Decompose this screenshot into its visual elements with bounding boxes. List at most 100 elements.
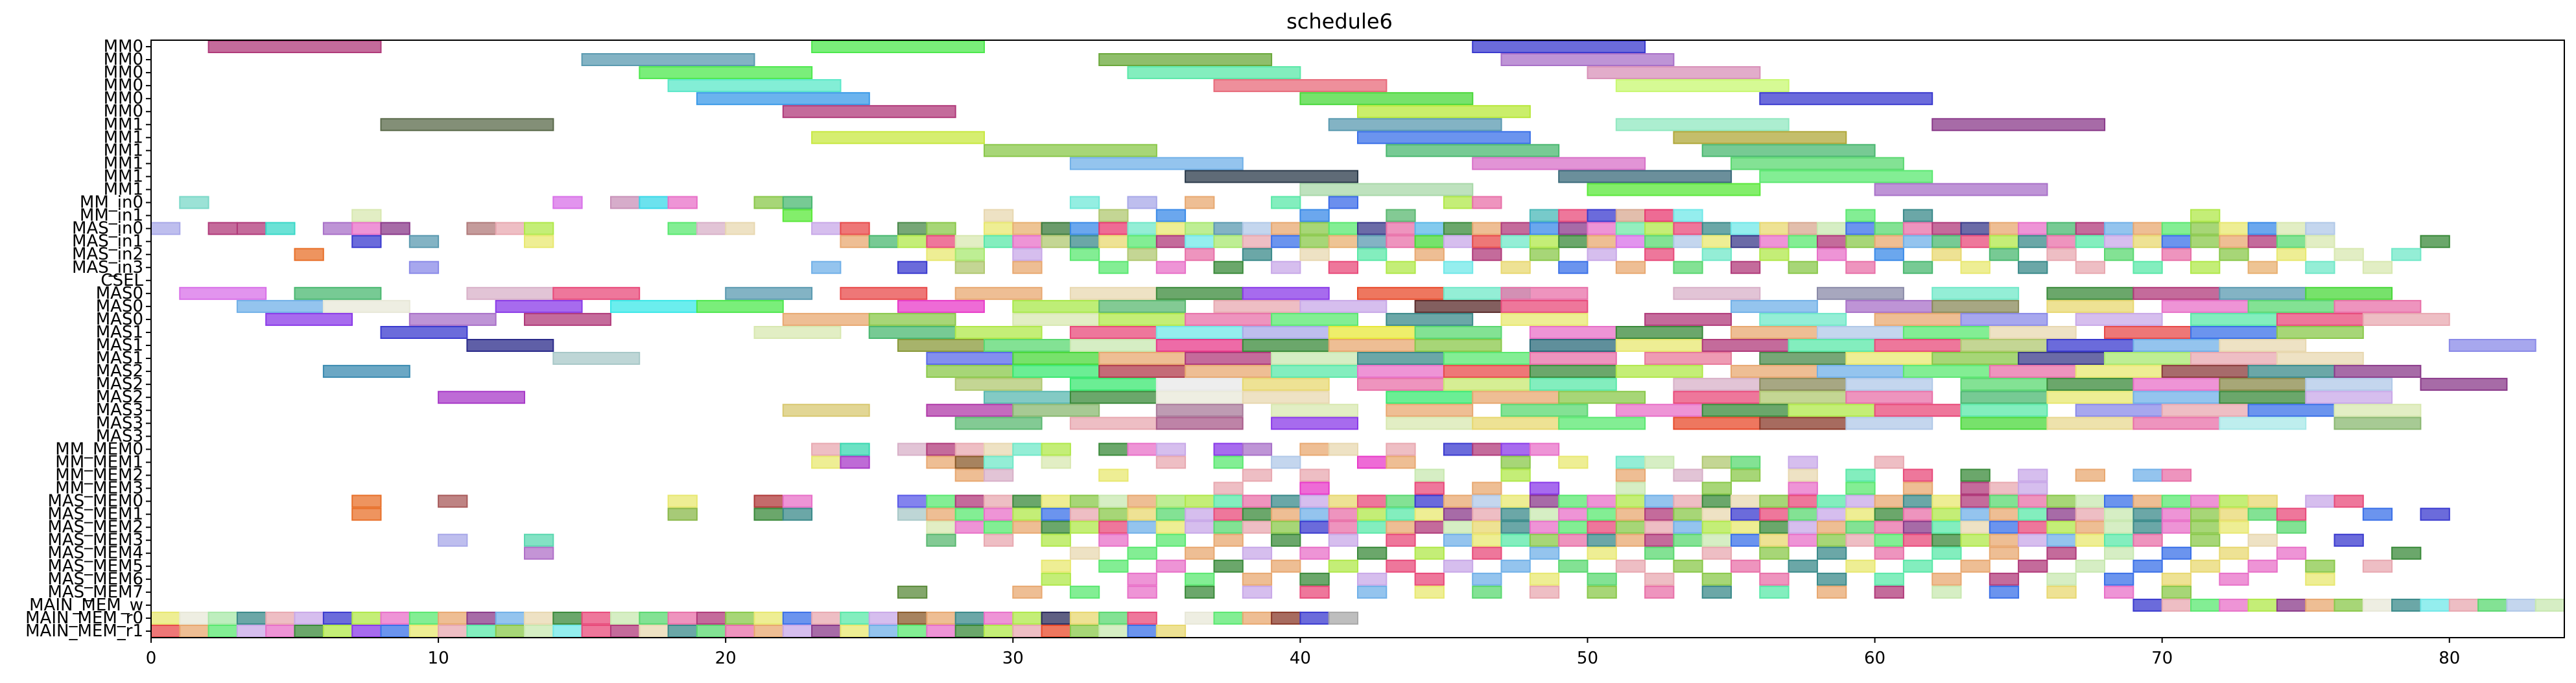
task-bar xyxy=(1012,248,1043,261)
task-bar xyxy=(1817,286,1904,300)
task-bar xyxy=(1328,326,1416,339)
task-bar xyxy=(1529,209,1560,222)
task-bar xyxy=(1874,456,1904,469)
task-bar xyxy=(1701,494,1732,508)
task-bar xyxy=(1932,352,2020,365)
task-bar xyxy=(1874,507,1904,521)
task-bar xyxy=(1041,235,1071,248)
task-bar xyxy=(1155,520,1187,534)
task-bar xyxy=(1845,222,1876,235)
task-bar xyxy=(1500,299,1589,313)
task-bar xyxy=(2247,235,2278,248)
task-bar xyxy=(984,611,1014,625)
task-bar xyxy=(1041,520,1071,534)
task-bar xyxy=(1242,520,1273,534)
task-bar xyxy=(2276,312,2364,326)
task-bar xyxy=(1328,222,1358,235)
task-bar xyxy=(2075,404,2163,417)
task-bar xyxy=(524,533,554,547)
task-bar xyxy=(1012,299,1100,313)
task-bar xyxy=(1213,481,1244,495)
task-bar xyxy=(1213,235,1244,248)
task-bar xyxy=(1615,520,1646,534)
task-bar xyxy=(2190,533,2221,547)
task-bar xyxy=(1012,312,1100,326)
task-bar xyxy=(1299,520,1330,534)
task-bar xyxy=(2075,222,2105,235)
task-bar xyxy=(782,105,956,119)
y-tick-label: MM_MEM2 xyxy=(55,465,143,485)
task-bar xyxy=(1242,391,1330,404)
task-bar xyxy=(1932,572,1962,586)
task-bar xyxy=(2276,507,2307,521)
task-bar xyxy=(1271,352,1358,365)
task-bar xyxy=(2018,533,2048,547)
task-bar xyxy=(2190,520,2221,534)
task-bar xyxy=(322,299,410,313)
task-bar xyxy=(610,196,641,209)
task-bar xyxy=(840,235,870,248)
task-bar xyxy=(1271,196,1301,209)
task-bar xyxy=(1874,183,2048,196)
task-bar xyxy=(1242,546,1273,560)
task-bar xyxy=(1845,469,1876,482)
task-bar xyxy=(1960,391,2048,404)
task-bar xyxy=(2276,546,2307,560)
task-bar xyxy=(1644,572,1675,586)
task-bar xyxy=(1989,481,2020,495)
task-bar xyxy=(1788,222,1818,235)
task-bar xyxy=(1558,417,1646,430)
task-bar xyxy=(2046,248,2077,261)
task-bar xyxy=(1731,520,1761,534)
task-bar xyxy=(1472,520,1502,534)
task-bar xyxy=(1845,520,1876,534)
task-bar xyxy=(1386,209,1416,222)
task-bar xyxy=(1069,196,1100,209)
task-bar xyxy=(1098,611,1129,625)
y-tick-label: MAS2 xyxy=(96,362,143,381)
task-bar xyxy=(1155,507,1187,521)
task-bar xyxy=(265,222,296,235)
task-bar xyxy=(2219,222,2249,235)
task-bar xyxy=(1386,507,1416,521)
task-bar xyxy=(1443,196,1474,209)
task-bar xyxy=(1127,66,1301,80)
task-bar xyxy=(1069,611,1100,625)
task-bar xyxy=(1012,520,1043,534)
task-bar xyxy=(1472,585,1502,599)
task-bar xyxy=(1500,312,1589,326)
task-bar xyxy=(1357,378,1445,391)
task-bar xyxy=(1357,131,1531,145)
task-bar xyxy=(753,611,784,625)
task-bar xyxy=(1615,222,1646,235)
task-bar xyxy=(179,286,267,300)
task-bar xyxy=(1185,507,1215,521)
task-bar xyxy=(1845,533,1876,547)
task-bar xyxy=(1902,235,1933,248)
task-bar xyxy=(1443,222,1474,235)
task-bar xyxy=(1932,507,1962,521)
task-bar xyxy=(1788,494,1818,508)
task-bar xyxy=(926,507,956,521)
task-bar xyxy=(2391,248,2422,261)
task-bar xyxy=(1845,235,1876,248)
task-bar xyxy=(1242,443,1273,456)
task-bar xyxy=(1701,144,1876,157)
task-bar xyxy=(984,507,1014,521)
y-tick-label: MM_MEM3 xyxy=(55,479,143,498)
task-bar xyxy=(984,222,1014,235)
y-tick-label: MM_in0 xyxy=(80,193,143,213)
task-bar xyxy=(2362,598,2393,612)
task-bar xyxy=(150,625,181,638)
task-bar xyxy=(2362,507,2393,521)
task-bar xyxy=(1472,417,1560,430)
y-tick-label: MAS1 xyxy=(96,323,143,342)
task-bar xyxy=(1012,235,1043,248)
y-tick-label: MAS_in0 xyxy=(72,219,143,238)
task-bar xyxy=(811,625,842,638)
task-bar xyxy=(1759,417,1847,430)
task-bar xyxy=(1213,222,1244,235)
task-bar xyxy=(1759,235,1790,248)
task-bar xyxy=(1874,572,1904,586)
